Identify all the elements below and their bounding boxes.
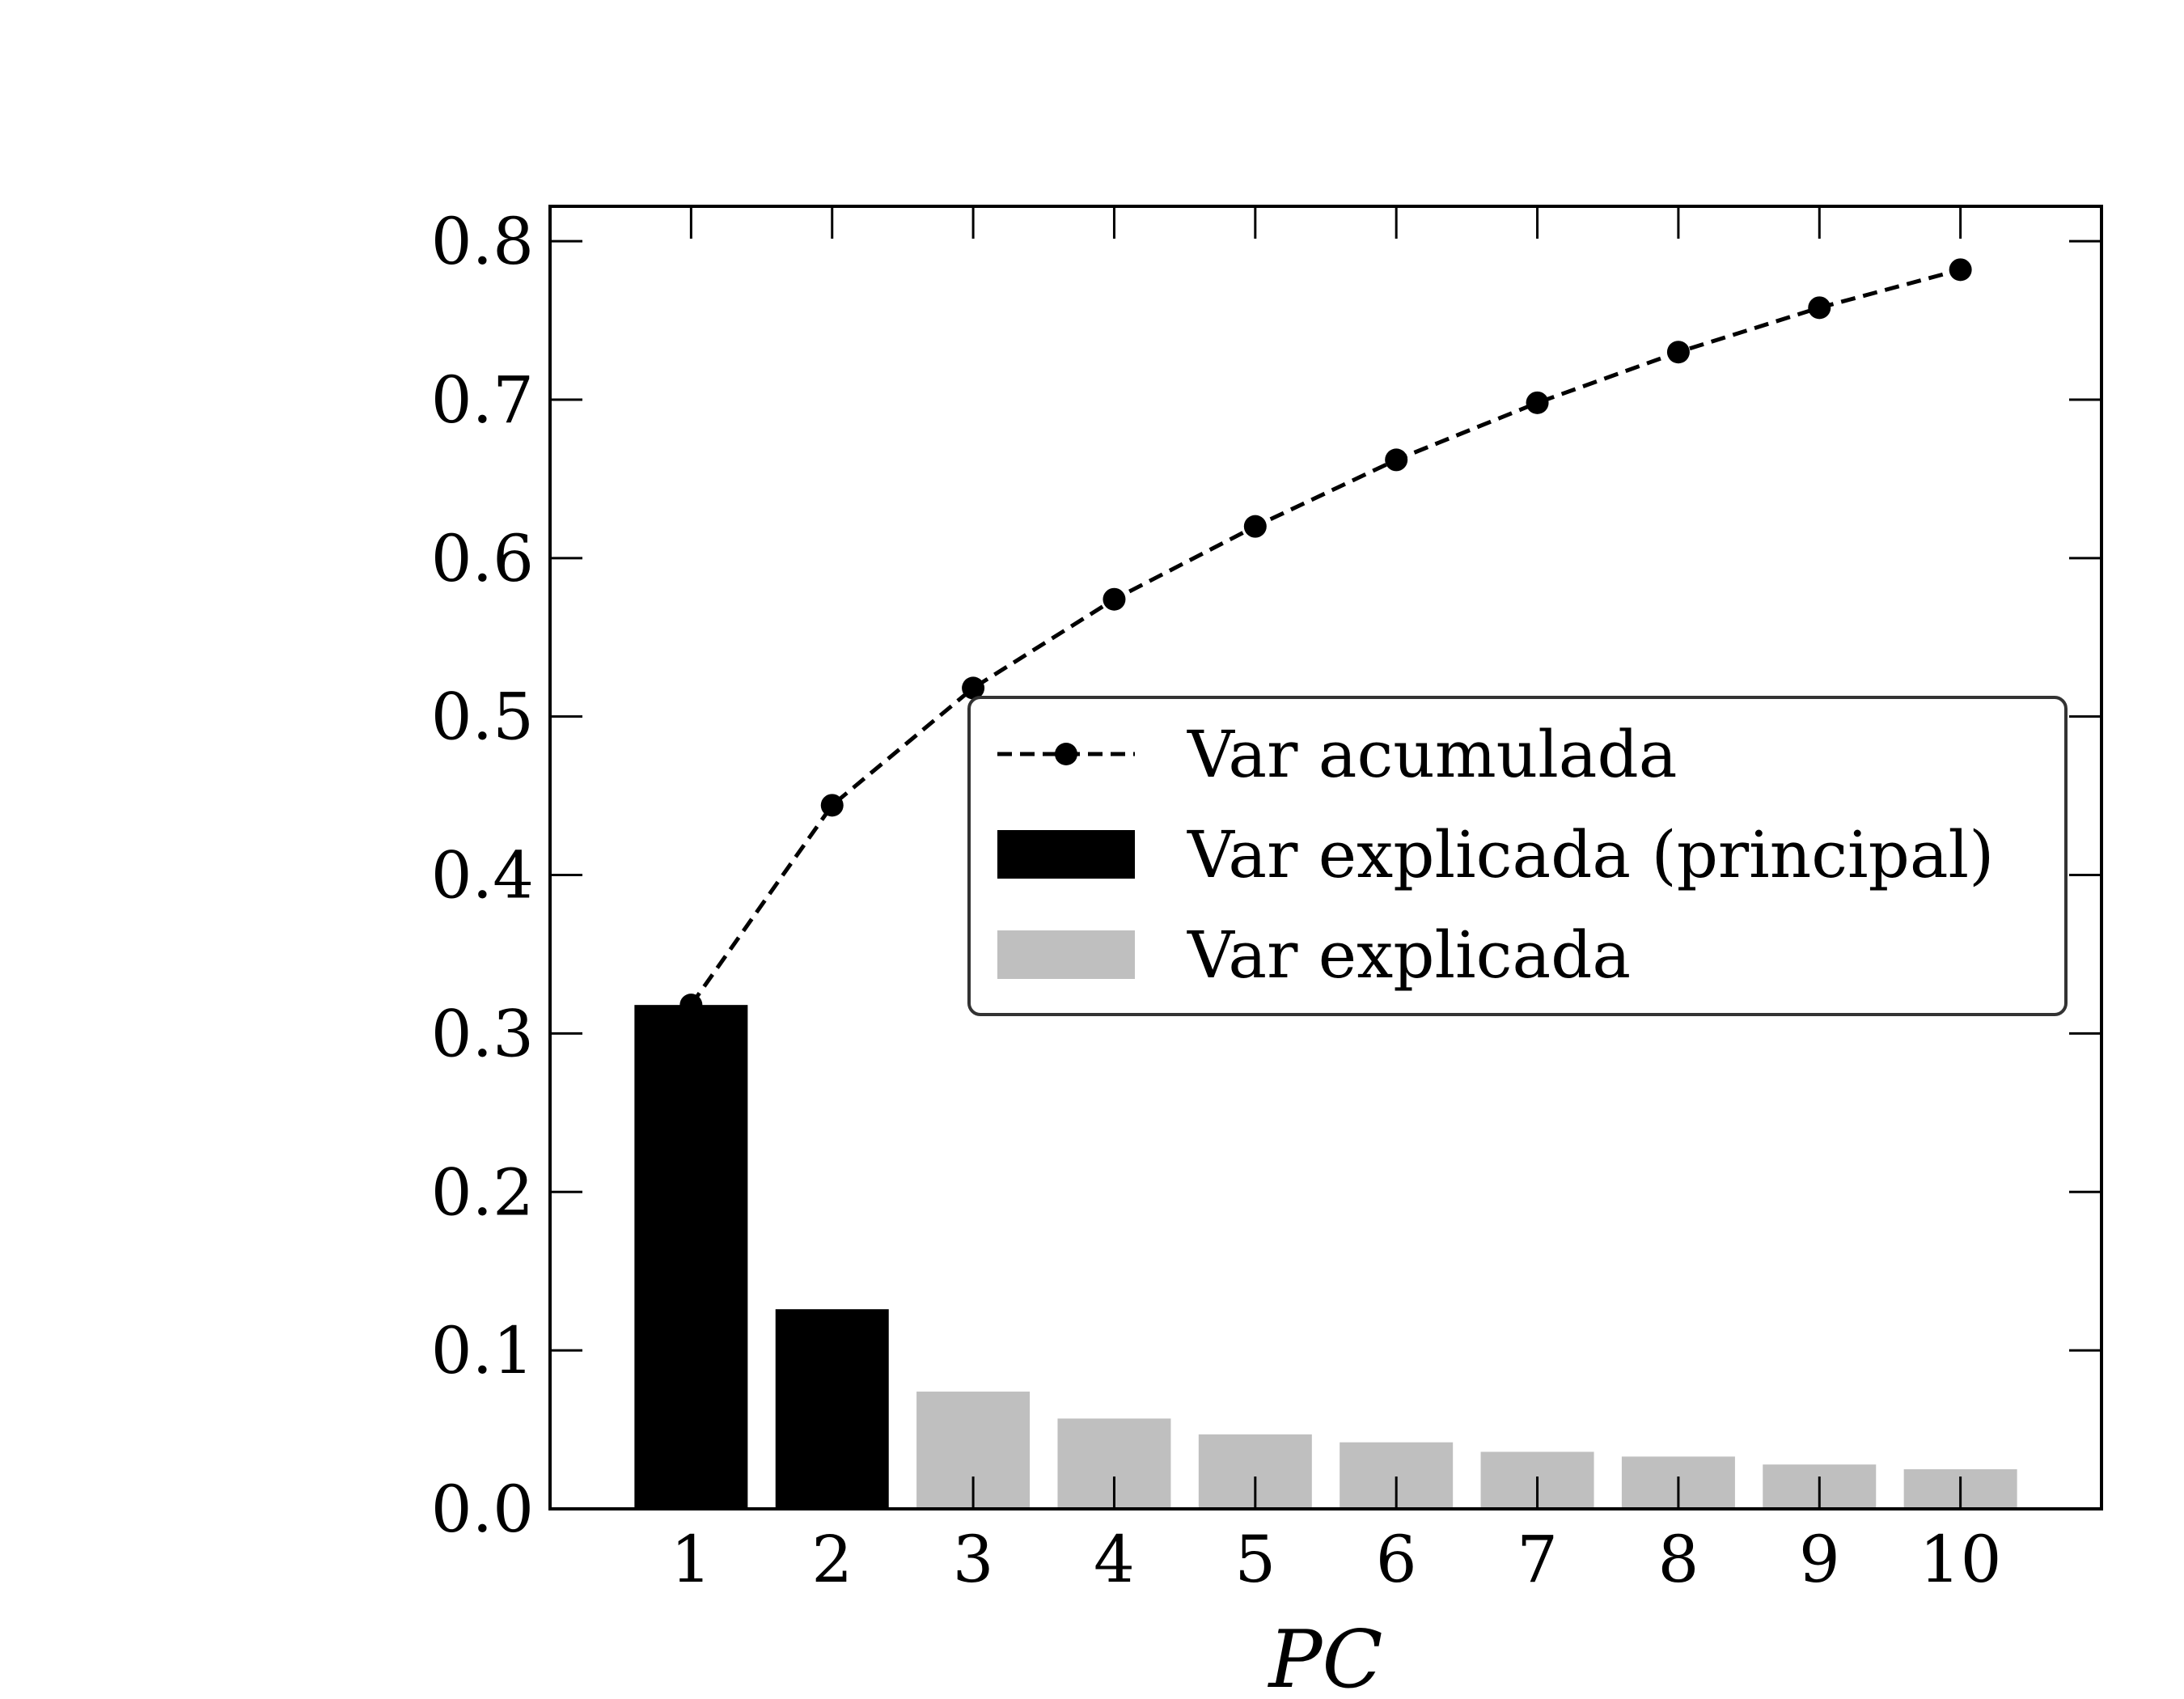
cumulative-point-pc-2 — [820, 794, 844, 817]
bar-pc-2 — [775, 1309, 889, 1509]
y-tick-label: 0.7 — [431, 362, 534, 438]
x-tick-label: 10 — [1919, 1522, 2002, 1597]
y-tick-label: 0.0 — [431, 1472, 534, 1547]
x-tick-label: 8 — [1657, 1522, 1699, 1597]
legend: Var acumulada Var explicada (principal) Va… — [967, 696, 2068, 1016]
legend-bar-swatch — [997, 930, 1135, 979]
bar-pc-1 — [634, 1005, 748, 1509]
cumulative-point-pc-7 — [1526, 391, 1549, 414]
cumulative-line-layer — [679, 258, 1972, 1017]
x-tick-label: 3 — [953, 1522, 994, 1597]
cumulative-point-pc-10 — [1949, 258, 1972, 282]
x-tick-label: 6 — [1376, 1522, 1417, 1597]
plot-frame — [548, 205, 2103, 1510]
legend-label: Var explicada — [1187, 917, 1631, 993]
x-axis-label: PC — [1268, 1614, 1383, 1699]
cumulative-point-pc-9 — [1808, 296, 1831, 320]
legend-label: Var acumulada — [1187, 717, 1677, 792]
y-tick-label: 0.4 — [431, 838, 534, 913]
x-tick-label: 5 — [1234, 1522, 1276, 1597]
cumulative-point-pc-5 — [1243, 515, 1267, 538]
legend-box — [967, 696, 2068, 1016]
y-tick-label: 0.6 — [431, 521, 534, 596]
x-tick-label: 4 — [1094, 1522, 1135, 1597]
legend-label: Var explicada (principal) — [1187, 817, 1994, 892]
y-tick-label: 0.8 — [431, 204, 534, 279]
y-tick-label: 0.3 — [431, 996, 534, 1071]
legend-marker-swatch — [1055, 743, 1077, 765]
tick-labels-layer: 1 2 3 4 5 6 7 8 9 10 0.0 0.1 0.2 0.3 0.4 0.5 0.6 0.7 0.8 — [431, 204, 2002, 1597]
y-tick-label: 0.5 — [431, 680, 534, 755]
x-tick-label: 1 — [671, 1522, 712, 1597]
y-tick-label: 0.1 — [431, 1313, 534, 1388]
cumulative-point-pc-6 — [1385, 448, 1408, 472]
y-tick-label: 0.2 — [431, 1155, 534, 1230]
legend-bar-swatch — [997, 830, 1135, 879]
cumulative-point-pc-4 — [1103, 587, 1126, 611]
x-tick-label: 2 — [811, 1522, 853, 1597]
cumulative-point-pc-1 — [679, 994, 703, 1017]
cumulative-point-pc-8 — [1666, 341, 1690, 364]
cumulative-point-pc-3 — [962, 676, 985, 700]
x-tick-label: 9 — [1799, 1522, 1840, 1597]
x-tick-label: 7 — [1517, 1522, 1558, 1597]
